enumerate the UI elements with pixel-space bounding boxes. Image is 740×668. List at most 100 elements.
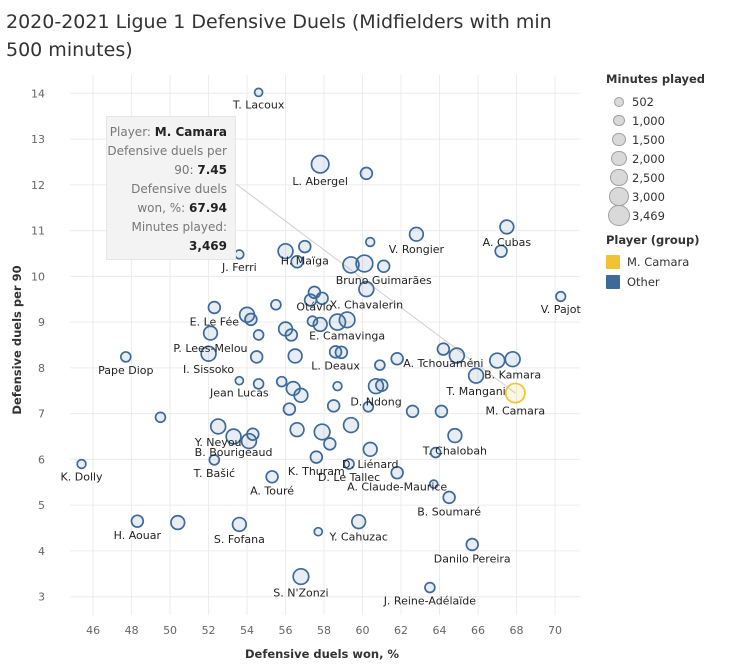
data-point[interactable] <box>289 421 305 438</box>
x-tick-label: 56 <box>279 624 293 637</box>
data-point[interactable] <box>429 446 442 459</box>
data-point[interactable] <box>202 325 219 341</box>
data-point[interactable] <box>365 236 376 248</box>
data-point[interactable] <box>265 470 279 484</box>
point-label: H. Maïga <box>281 254 329 267</box>
color-legend-item[interactable]: Other <box>606 273 736 291</box>
y-tick-label: 14 <box>31 87 45 100</box>
data-point[interactable] <box>358 280 375 298</box>
data-point[interactable] <box>209 418 227 435</box>
data-point[interactable] <box>323 437 337 451</box>
data-point[interactable] <box>120 351 132 363</box>
data-point[interactable] <box>225 428 242 445</box>
x-tick-label: 58 <box>317 624 331 637</box>
point-labels: T. Lacoux L. Abergel J. Ferri H. Maïga Bruno… <box>61 98 582 607</box>
data-point[interactable] <box>309 450 324 464</box>
data-point[interactable] <box>375 378 389 393</box>
data-point[interactable] <box>244 312 258 327</box>
data-point[interactable] <box>200 345 217 362</box>
size-legend-circle <box>612 132 626 147</box>
data-point[interactable] <box>270 298 282 311</box>
size-legend: 502 1,000 1,500 2,000 2,500 3,000 3,469 <box>606 92 736 227</box>
data-point[interactable] <box>253 87 264 98</box>
data-point[interactable] <box>240 432 258 450</box>
data-point[interactable] <box>208 454 221 466</box>
data-point[interactable] <box>434 404 449 419</box>
data-point[interactable] <box>252 329 265 341</box>
data-point[interactable] <box>234 375 245 386</box>
point-label: B. Soumaré <box>417 505 481 518</box>
data-point[interactable] <box>442 490 456 505</box>
data-point[interactable] <box>374 359 386 371</box>
y-tick-label: 5 <box>38 499 45 512</box>
data-point[interactable] <box>338 311 356 329</box>
data-point[interactable] <box>293 387 309 404</box>
data-point[interactable] <box>408 226 425 242</box>
data-point[interactable] <box>231 516 248 533</box>
point-label: V. Pajot <box>541 303 582 316</box>
data-point[interactable] <box>170 514 186 531</box>
data-point[interactable] <box>448 347 466 364</box>
data-point[interactable] <box>504 350 521 368</box>
tooltip: Player: M. Camara Defensive duels per 90… <box>106 116 236 260</box>
data-point[interactable] <box>313 423 331 441</box>
data-point[interactable] <box>246 427 260 441</box>
x-tick-label: 68 <box>509 624 523 637</box>
data-point[interactable] <box>277 242 294 260</box>
color-legend-item[interactable]: M. Camara <box>606 253 736 271</box>
data-point[interactable] <box>275 375 288 388</box>
data-point[interactable] <box>504 382 526 404</box>
data-point[interactable] <box>465 537 479 552</box>
color-legend-label: Other <box>627 275 660 289</box>
data-point[interactable] <box>76 458 87 470</box>
data-point[interactable] <box>249 350 264 364</box>
data-point[interactable] <box>390 465 404 480</box>
data-point[interactable] <box>428 479 439 489</box>
data-point[interactable] <box>306 315 319 327</box>
data-point[interactable] <box>343 458 355 470</box>
data-point[interactable] <box>499 219 515 235</box>
data-point[interactable] <box>332 380 343 392</box>
data-point[interactable] <box>234 249 245 260</box>
data-point[interactable] <box>334 345 349 360</box>
data-point[interactable] <box>207 300 222 315</box>
data-point[interactable] <box>390 351 404 366</box>
data-point[interactable] <box>313 526 324 537</box>
color-legend[interactable]: M. Camara Other <box>606 253 736 291</box>
data-point[interactable] <box>405 404 420 419</box>
data-point[interactable] <box>376 259 391 274</box>
data-point[interactable] <box>284 328 299 342</box>
data-point[interactable] <box>252 378 265 390</box>
y-tick-label: 6 <box>38 453 45 466</box>
data-point[interactable] <box>282 402 297 416</box>
tooltip-duels-value: 7.45 <box>197 163 227 177</box>
data-point[interactable] <box>362 441 378 458</box>
data-point[interactable] <box>290 254 304 269</box>
data-point[interactable] <box>292 567 310 586</box>
data-point[interactable] <box>424 581 436 594</box>
data-point[interactable] <box>310 154 330 174</box>
point-label: D. Ndong <box>350 396 401 409</box>
data-point[interactable] <box>555 290 567 303</box>
x-tick-label: 50 <box>163 624 177 637</box>
data-point[interactable] <box>342 416 360 434</box>
y-tick-label: 11 <box>31 225 45 238</box>
data-point[interactable] <box>362 400 375 413</box>
data-point[interactable] <box>130 514 145 528</box>
size-legend-circle <box>611 150 627 167</box>
point-label: T. Bašić <box>193 467 236 480</box>
data-point[interactable] <box>342 256 360 274</box>
data-point[interactable] <box>355 254 374 273</box>
data-point[interactable] <box>467 367 485 384</box>
data-point[interactable] <box>351 513 367 530</box>
data-point[interactable] <box>298 239 312 254</box>
data-point[interactable] <box>154 411 167 424</box>
data-point[interactable] <box>436 342 451 356</box>
data-point[interactable] <box>447 427 463 444</box>
data-point[interactable] <box>489 352 506 369</box>
data-point[interactable] <box>315 291 329 306</box>
data-point[interactable] <box>326 399 341 413</box>
data-point[interactable] <box>359 166 374 181</box>
data-point[interactable] <box>287 348 303 364</box>
data-point[interactable] <box>494 244 508 258</box>
